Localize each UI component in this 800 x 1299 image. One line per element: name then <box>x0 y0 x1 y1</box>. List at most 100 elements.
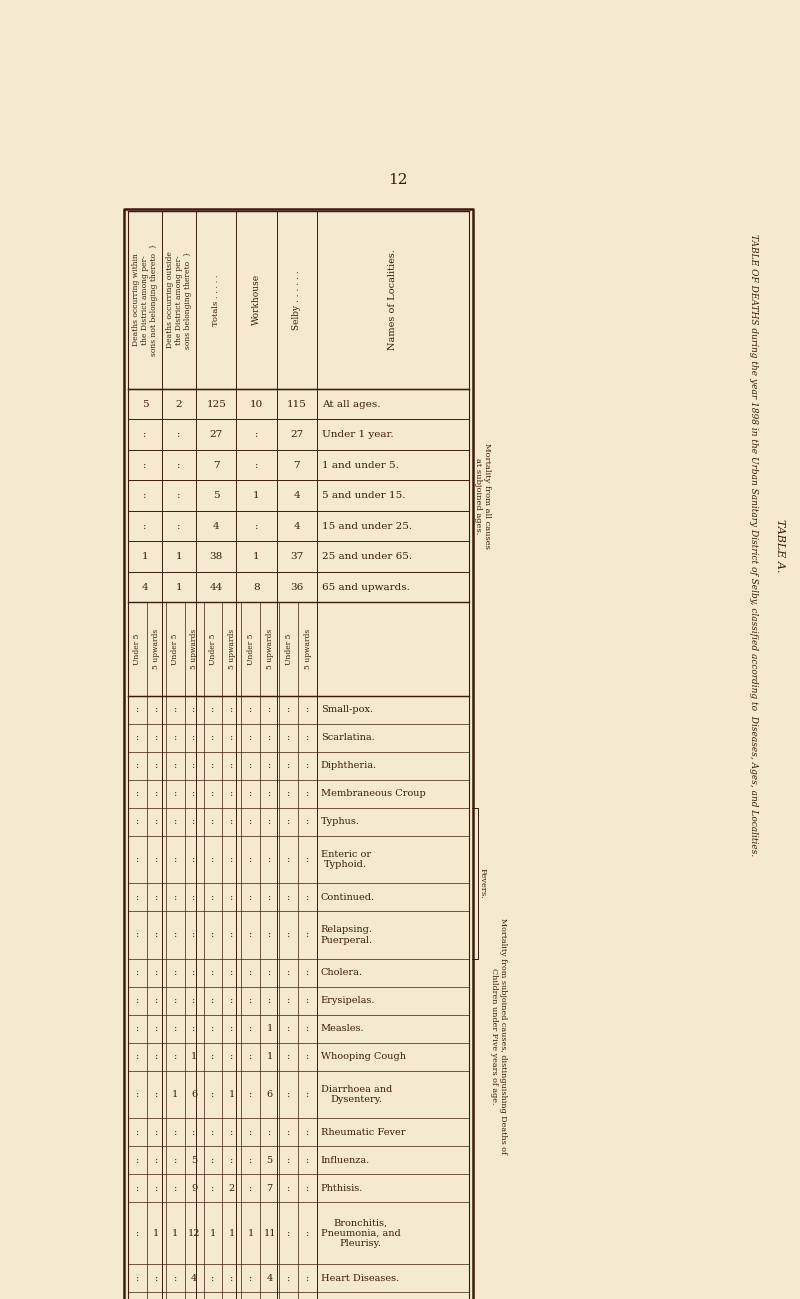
Text: :: : <box>230 855 234 864</box>
Text: Influenza.: Influenza. <box>321 1156 370 1165</box>
Text: 12: 12 <box>388 173 407 187</box>
Text: :: : <box>287 892 290 902</box>
Text: :: : <box>249 761 253 770</box>
Text: 5: 5 <box>142 400 148 409</box>
Text: :: : <box>136 1052 139 1061</box>
Text: :: : <box>306 817 309 826</box>
Text: :: : <box>136 1090 139 1099</box>
Text: Workhouse: Workhouse <box>252 274 261 326</box>
Text: :: : <box>211 855 214 864</box>
Text: 8: 8 <box>254 583 260 592</box>
Text: 10: 10 <box>250 400 263 409</box>
Text: Erysipelas.: Erysipelas. <box>321 996 375 1005</box>
Text: At all ages.: At all ages. <box>322 400 381 409</box>
Text: :: : <box>174 1052 177 1061</box>
Text: :: : <box>287 1229 290 1238</box>
Text: :: : <box>193 733 196 742</box>
Text: 44: 44 <box>210 583 223 592</box>
Text: :: : <box>306 1025 309 1033</box>
Text: :: : <box>254 430 258 439</box>
Text: :: : <box>174 1128 177 1137</box>
Text: 7: 7 <box>213 461 219 470</box>
Text: :: : <box>136 1128 139 1137</box>
Text: Measles.: Measles. <box>321 1025 364 1033</box>
Text: :: : <box>136 855 139 864</box>
Text: Diarrhoea and
Dysentery.: Diarrhoea and Dysentery. <box>321 1085 392 1104</box>
Text: 1: 1 <box>254 491 260 500</box>
Text: :: : <box>193 930 196 939</box>
Text: :: : <box>254 461 258 470</box>
Text: 36: 36 <box>290 583 303 592</box>
Text: :: : <box>193 892 196 902</box>
Text: :: : <box>174 855 177 864</box>
Text: :: : <box>287 817 290 826</box>
Text: 1 and under 5.: 1 and under 5. <box>322 461 399 470</box>
Text: 1: 1 <box>153 1229 159 1238</box>
Text: :: : <box>174 817 177 826</box>
Text: :: : <box>154 968 158 977</box>
Text: :: : <box>268 996 271 1005</box>
Text: Typhus.: Typhus. <box>321 817 360 826</box>
Text: :: : <box>230 788 234 798</box>
Text: :: : <box>287 1128 290 1137</box>
Text: 4: 4 <box>294 491 300 500</box>
Text: :: : <box>178 430 181 439</box>
Text: :: : <box>174 1273 177 1282</box>
Text: :: : <box>174 761 177 770</box>
Text: :: : <box>193 1025 196 1033</box>
Text: :: : <box>174 788 177 798</box>
Text: :: : <box>249 1156 253 1165</box>
Text: Bronchitis,
Pneumonia, and
Pleurisy.: Bronchitis, Pneumonia, and Pleurisy. <box>321 1218 401 1248</box>
Text: :: : <box>268 1128 271 1137</box>
Text: :: : <box>268 705 271 714</box>
Text: :: : <box>249 1273 253 1282</box>
Text: :: : <box>306 1128 309 1137</box>
Text: Diphtheria.: Diphtheria. <box>321 761 377 770</box>
Text: 1: 1 <box>229 1229 235 1238</box>
Text: :: : <box>287 930 290 939</box>
Text: :: : <box>136 1273 139 1282</box>
Text: :: : <box>230 1156 234 1165</box>
Text: 7: 7 <box>294 461 300 470</box>
Text: :: : <box>174 968 177 977</box>
Text: Mortality from subjoined causes, distinguishing Deaths of
Children under Five ye: Mortality from subjoined causes, disting… <box>490 918 507 1154</box>
Text: Membraneous Croup: Membraneous Croup <box>321 788 426 798</box>
Text: Rheumatic Fever: Rheumatic Fever <box>321 1128 406 1137</box>
Text: Totals . . . . .: Totals . . . . . <box>212 274 220 326</box>
Text: Deaths occurring within
the District among per-
sons not belonging thereto  }: Deaths occurring within the District amo… <box>132 244 158 356</box>
Text: 2: 2 <box>229 1183 235 1192</box>
Text: :: : <box>143 491 146 500</box>
Text: :: : <box>154 1025 158 1033</box>
Text: :: : <box>287 1090 290 1099</box>
Text: 4: 4 <box>266 1273 273 1282</box>
Text: :: : <box>211 1183 214 1192</box>
Text: :: : <box>287 968 290 977</box>
Text: 5 upwards: 5 upwards <box>228 629 236 669</box>
Text: :: : <box>230 892 234 902</box>
Text: :: : <box>249 1090 253 1099</box>
Text: :: : <box>154 1273 158 1282</box>
Text: Heart Diseases.: Heart Diseases. <box>321 1273 399 1282</box>
Text: :: : <box>254 522 258 531</box>
Text: :: : <box>136 1025 139 1033</box>
Text: :: : <box>230 733 234 742</box>
Text: :: : <box>154 996 158 1005</box>
Text: :: : <box>211 817 214 826</box>
Text: :: : <box>136 1183 139 1192</box>
Text: :: : <box>249 705 253 714</box>
Text: :: : <box>306 1229 309 1238</box>
Text: :: : <box>287 1183 290 1192</box>
Text: Selby . . . . . .: Selby . . . . . . <box>292 270 302 330</box>
Text: :: : <box>178 491 181 500</box>
Text: :: : <box>287 1273 290 1282</box>
Text: :: : <box>174 892 177 902</box>
Text: :: : <box>211 1273 214 1282</box>
Text: Under 5: Under 5 <box>171 633 179 665</box>
Text: :: : <box>230 930 234 939</box>
Text: :: : <box>287 761 290 770</box>
Text: 27: 27 <box>290 430 303 439</box>
Text: 1: 1 <box>210 1229 216 1238</box>
Text: :: : <box>306 1156 309 1165</box>
Text: :: : <box>211 761 214 770</box>
Text: Relapsing.
Puerperal.: Relapsing. Puerperal. <box>321 925 373 944</box>
